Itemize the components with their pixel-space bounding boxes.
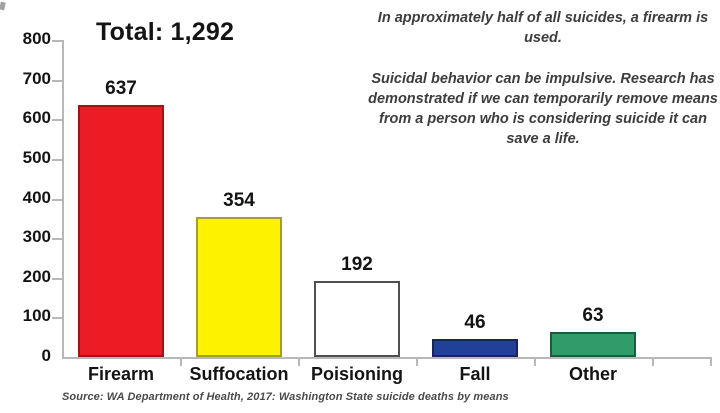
annotation-paragraph-2: Suicidal behavior can be impulsive. Rese… xyxy=(368,71,718,147)
y-tick xyxy=(52,40,62,42)
annotation-block: In approximately half of all suicides, a… xyxy=(368,8,718,149)
bar-other xyxy=(550,332,636,357)
y-axis-label: 200 xyxy=(22,266,51,286)
bar-value-label: 637 xyxy=(105,77,137,99)
x-tick xyxy=(416,359,418,366)
y-axis-label: 600 xyxy=(22,108,51,128)
x-tick xyxy=(534,359,536,366)
x-tick xyxy=(298,359,300,366)
category-label: Suffocation xyxy=(189,364,289,384)
y-axis-line xyxy=(62,40,64,359)
y-tick xyxy=(52,277,62,280)
bar-suffocation xyxy=(196,216,282,357)
y-tick xyxy=(52,158,62,161)
bar-value-label: 192 xyxy=(341,253,373,275)
y-axis-label: 300 xyxy=(22,227,51,247)
y-axis-label: 100 xyxy=(22,306,51,326)
bar-fall xyxy=(432,338,518,357)
bar-value-label: 354 xyxy=(223,189,255,211)
x-axis-line xyxy=(62,357,712,359)
annotation-paragraph-1: In approximately half of all suicides, a… xyxy=(377,10,709,46)
y-tick xyxy=(52,119,62,122)
bar-firearm xyxy=(78,104,164,357)
y-tick xyxy=(52,238,62,241)
x-tick xyxy=(180,359,182,366)
category-label: Poisioning xyxy=(311,364,403,384)
x-tick xyxy=(652,359,654,366)
category-label: Other xyxy=(568,364,617,384)
y-axis-label: 0 xyxy=(41,346,51,365)
chart-title: Total: 1,292 xyxy=(96,18,235,46)
bar-poisioning xyxy=(314,280,400,357)
y-axis-label: 700 xyxy=(22,68,51,88)
y-tick xyxy=(52,317,62,320)
y-axis-label: 400 xyxy=(22,187,51,207)
bar-value-label: 63 xyxy=(582,305,604,327)
category-label: Firearm xyxy=(87,364,155,384)
y-axis-label: 500 xyxy=(22,147,51,167)
bar-value-label: 46 xyxy=(464,311,486,333)
source-note: Source: WA Department of Health, 2017: W… xyxy=(62,391,509,403)
x-tick xyxy=(710,359,712,366)
y-axis-label: 800 xyxy=(22,29,51,48)
y-tick xyxy=(52,198,62,201)
category-label: Fall xyxy=(459,364,491,384)
y-tick xyxy=(52,79,62,82)
